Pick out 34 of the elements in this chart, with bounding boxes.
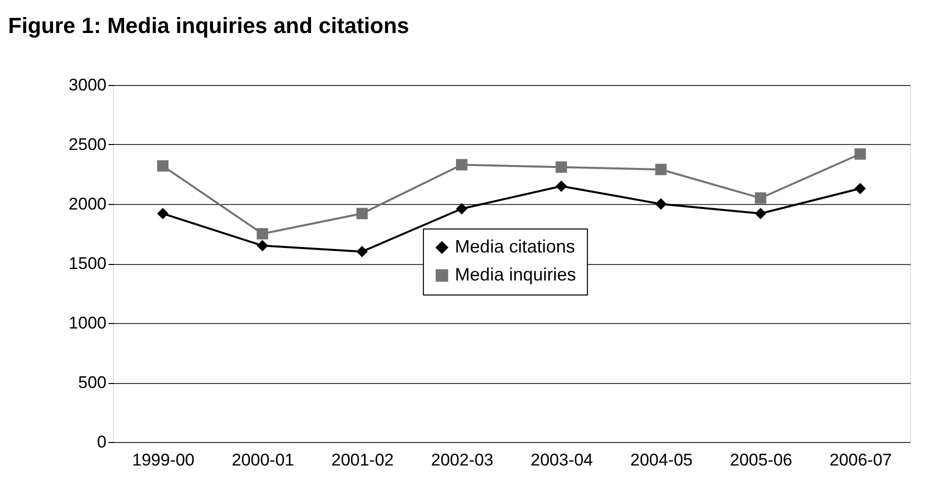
y-tick-label: 0 bbox=[97, 432, 106, 452]
point bbox=[655, 198, 667, 210]
point bbox=[754, 192, 766, 204]
point bbox=[556, 161, 568, 173]
point bbox=[456, 159, 468, 170]
x-tick-label: 1999-00 bbox=[132, 450, 195, 470]
point bbox=[356, 208, 368, 220]
point bbox=[256, 240, 268, 252]
point bbox=[456, 203, 468, 214]
x-tick-label: 2005-06 bbox=[730, 450, 792, 470]
x-tick-label: 2004-05 bbox=[630, 450, 693, 470]
point bbox=[157, 160, 169, 172]
point bbox=[256, 228, 268, 240]
legend-label: Media inquiries bbox=[454, 264, 576, 284]
y-tick-label: 3000 bbox=[68, 76, 106, 94]
point bbox=[854, 148, 866, 160]
point bbox=[655, 164, 667, 176]
y-tick-label: 1000 bbox=[68, 314, 106, 332]
x-tick-label: 2001-02 bbox=[331, 450, 394, 470]
point bbox=[854, 182, 866, 194]
point bbox=[754, 208, 766, 220]
y-tick-label: 2000 bbox=[68, 194, 106, 214]
x-tick-label: 2000-01 bbox=[232, 450, 294, 470]
x-tick-label: 2003-04 bbox=[530, 450, 594, 470]
y-tick-label: 2500 bbox=[68, 135, 106, 154]
point bbox=[356, 246, 368, 258]
y-tick-label: 500 bbox=[78, 373, 106, 392]
x-tick-label: 2006-07 bbox=[829, 450, 892, 470]
legend-label: Media citations bbox=[454, 236, 575, 256]
y-tick-label: 1500 bbox=[68, 254, 106, 273]
chart-title: Figure 1: Media inquiries and citations bbox=[8, 13, 410, 38]
point bbox=[157, 208, 169, 220]
point bbox=[556, 180, 568, 192]
x-tick-label: 2002-03 bbox=[430, 450, 494, 470]
